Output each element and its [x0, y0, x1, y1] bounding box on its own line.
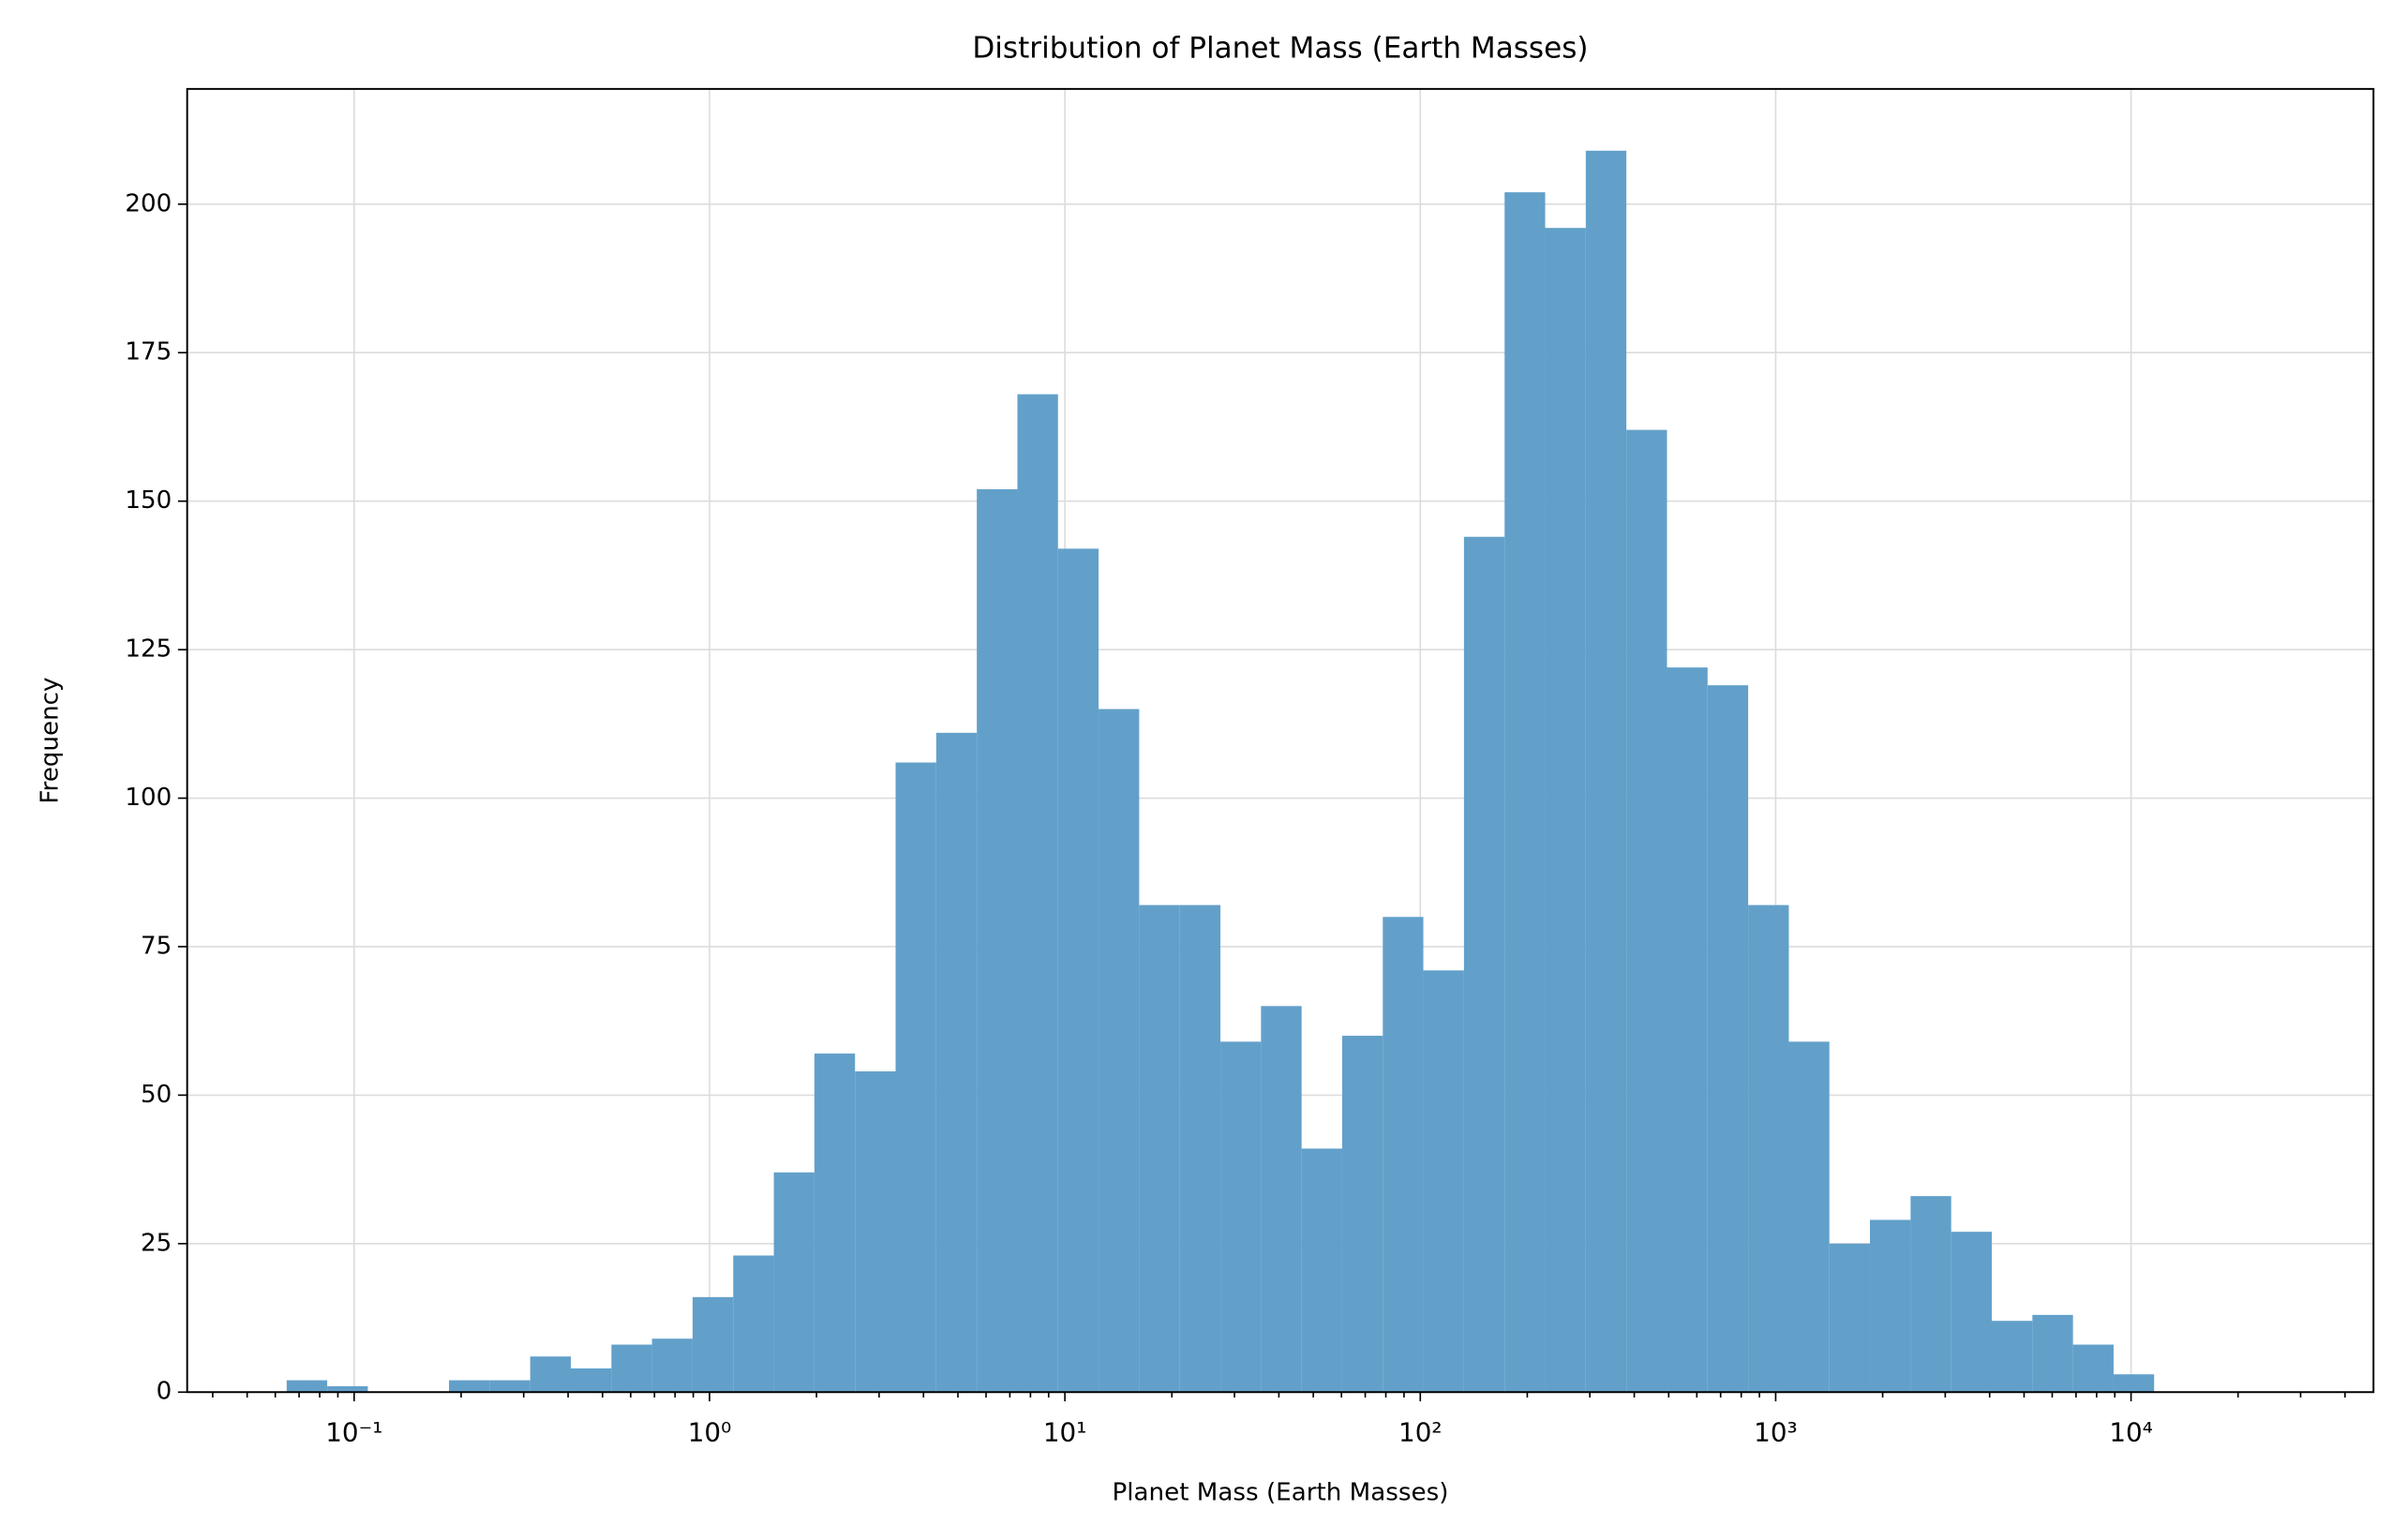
bar	[1220, 1041, 1262, 1393]
bar	[1788, 1041, 1830, 1393]
bar	[1383, 917, 1424, 1393]
bar	[1139, 905, 1180, 1393]
bar	[651, 1338, 693, 1393]
bar	[530, 1356, 571, 1393]
x-tick-label: 10³	[1754, 1416, 1798, 1447]
bar	[2032, 1314, 2073, 1393]
y-tick-label: 200	[125, 189, 172, 217]
bar	[1545, 228, 1586, 1393]
bar	[1057, 548, 1099, 1393]
bar	[2072, 1344, 2114, 1393]
bar	[733, 1255, 774, 1393]
bar	[2113, 1374, 2155, 1393]
bar	[327, 1385, 368, 1393]
y-tick-label: 125	[125, 635, 172, 664]
bar	[570, 1368, 612, 1393]
plot-frame	[186, 87, 2375, 1394]
y-tick-label: 25	[141, 1229, 172, 1257]
x-tick-label: 10²	[1398, 1416, 1443, 1447]
x-axis-label: Planet Mass (Earth Masses)	[1113, 1479, 1449, 1507]
y-tick-label: 150	[125, 486, 172, 515]
bar	[1707, 685, 1749, 1393]
bar	[1301, 1148, 1342, 1393]
bar	[1992, 1321, 2033, 1393]
bar	[773, 1172, 815, 1393]
y-tick-label: 50	[141, 1081, 172, 1109]
x-tick-label: 10⁰	[688, 1416, 732, 1447]
bar	[1829, 1243, 1871, 1393]
y-tick-label: 75	[141, 932, 172, 960]
x-tick-label: 10¹	[1043, 1416, 1087, 1447]
bar	[611, 1344, 652, 1393]
y-tick-label: 100	[125, 784, 172, 812]
bar	[489, 1380, 531, 1393]
bar	[1748, 905, 1789, 1393]
y-axis-label: Frequency	[37, 677, 65, 803]
bar	[1423, 970, 1464, 1393]
bar	[1667, 667, 1708, 1393]
y-tick-label: 0	[157, 1378, 172, 1406]
bar	[1910, 1196, 1951, 1393]
y-tick-label: 175	[125, 338, 172, 366]
bar	[1179, 905, 1221, 1393]
bar	[692, 1296, 734, 1393]
bar	[1261, 1006, 1302, 1393]
x-tick-label: 10⁻¹	[325, 1416, 382, 1447]
bar	[1870, 1219, 1911, 1393]
bar	[1341, 1036, 1383, 1393]
bar	[814, 1054, 856, 1393]
bar	[1585, 150, 1627, 1393]
bar	[1017, 394, 1058, 1393]
bar	[1099, 709, 1140, 1393]
bar	[1504, 192, 1546, 1393]
chart-title: Distribution of Planet Mass (Earth Masse…	[972, 31, 1588, 65]
bar	[1626, 429, 1667, 1393]
x-tick-label: 10⁴	[2109, 1416, 2153, 1447]
bar	[449, 1380, 490, 1393]
bar	[935, 732, 978, 1393]
bar	[895, 762, 936, 1393]
bar	[1463, 536, 1505, 1393]
bar	[1951, 1232, 1993, 1393]
bar	[855, 1071, 896, 1393]
bar	[977, 488, 1018, 1393]
bar	[286, 1380, 328, 1393]
